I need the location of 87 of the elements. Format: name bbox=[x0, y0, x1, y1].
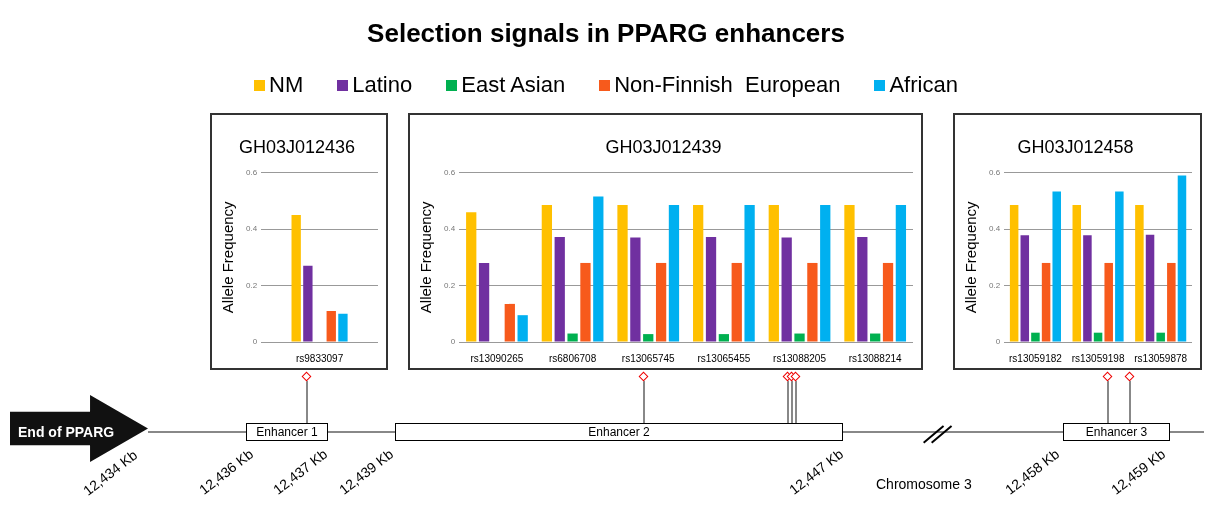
y-tick-label: 0 bbox=[450, 337, 456, 347]
y-tick-label: 0.4 bbox=[246, 224, 258, 234]
bar bbox=[478, 262, 490, 342]
bar bbox=[554, 236, 565, 342]
x-tick-label: rs13088214 bbox=[848, 352, 903, 364]
bar bbox=[1156, 332, 1165, 342]
chart-title: GH03J012458 bbox=[1017, 136, 1134, 157]
text: Enhancer 3 bbox=[1085, 425, 1148, 439]
text: Enhancer 1 bbox=[256, 425, 318, 439]
bar bbox=[1041, 262, 1051, 342]
bar bbox=[718, 334, 730, 342]
legend-label: Non-Finnish European bbox=[614, 72, 841, 98]
y-axis-title: Allele Frequency bbox=[417, 200, 435, 314]
bar bbox=[844, 205, 855, 342]
bar bbox=[593, 196, 604, 342]
text: Enhancer 2 bbox=[588, 425, 650, 439]
x-tick-label: rs13059198 bbox=[1071, 352, 1125, 364]
y-tick-label: 0.2 bbox=[989, 280, 1001, 290]
x-tick-label: rs9833097 bbox=[295, 352, 344, 364]
text: Chromosome 3 bbox=[876, 476, 972, 492]
x-tick-label: rs13065455 bbox=[697, 352, 751, 364]
bar bbox=[693, 205, 704, 342]
y-tick-label: 0.2 bbox=[444, 280, 456, 290]
y-tick-label: 0 bbox=[995, 337, 1001, 347]
bar bbox=[882, 262, 894, 342]
chart-title: GH03J012436 bbox=[238, 136, 356, 157]
text: End of PPARG bbox=[18, 424, 115, 440]
bar bbox=[291, 214, 301, 342]
bar bbox=[1052, 191, 1061, 342]
y-tick-label: 0.6 bbox=[989, 167, 1001, 177]
bar bbox=[870, 333, 881, 342]
bar bbox=[807, 262, 818, 342]
bar bbox=[1072, 205, 1082, 342]
bar bbox=[338, 313, 348, 342]
bar bbox=[1177, 175, 1187, 342]
bar bbox=[630, 237, 641, 342]
bar bbox=[731, 262, 742, 342]
legend-label: African bbox=[889, 72, 958, 98]
bar bbox=[1083, 235, 1092, 342]
bar bbox=[466, 212, 477, 342]
y-tick-label: 0 bbox=[252, 337, 258, 347]
legend-label: Latino bbox=[352, 72, 413, 98]
bar bbox=[504, 303, 515, 342]
x-tick-label: rs13059182 bbox=[1009, 352, 1063, 364]
bar bbox=[668, 205, 680, 342]
y-axis-title: Allele Frequency bbox=[962, 200, 980, 314]
bar bbox=[781, 237, 792, 342]
bar bbox=[1093, 332, 1103, 342]
x-tick-label: rs13059878 bbox=[1134, 352, 1188, 364]
bar bbox=[1145, 234, 1155, 342]
bar bbox=[857, 236, 868, 342]
bar bbox=[705, 236, 717, 342]
bar bbox=[655, 262, 667, 342]
y-tick-label: 0.6 bbox=[444, 167, 456, 177]
y-tick-label: 0.4 bbox=[989, 224, 1001, 234]
bar bbox=[580, 262, 591, 342]
y-tick-label: 0.6 bbox=[246, 167, 258, 177]
bar bbox=[1020, 235, 1030, 342]
y-tick-label: 0.4 bbox=[444, 224, 456, 234]
x-tick-label: rs13090265 bbox=[470, 352, 524, 364]
x-tick-label: rs6806708 bbox=[548, 352, 597, 364]
y-tick-label: 0.2 bbox=[246, 280, 258, 290]
bar bbox=[643, 334, 654, 342]
bar bbox=[517, 315, 528, 342]
bar bbox=[1031, 332, 1040, 342]
bar bbox=[617, 205, 628, 342]
bar bbox=[820, 205, 831, 342]
bar bbox=[1115, 191, 1124, 342]
text: Selection signals in PPARG enhancers bbox=[366, 18, 846, 49]
x-tick-label: rs13088205 bbox=[773, 352, 827, 364]
y-axis-title: Allele Frequency bbox=[219, 200, 237, 314]
bar bbox=[1135, 205, 1144, 342]
legend-label: East Asian bbox=[461, 72, 566, 98]
bar bbox=[1167, 262, 1176, 342]
bar bbox=[567, 333, 578, 342]
bar bbox=[541, 205, 553, 342]
bar bbox=[768, 205, 779, 342]
bar bbox=[744, 205, 755, 342]
bar bbox=[303, 265, 313, 342]
legend-label: NM bbox=[269, 72, 304, 98]
bar bbox=[895, 205, 907, 342]
bar bbox=[794, 333, 805, 342]
bar bbox=[1104, 262, 1113, 342]
x-tick-label: rs13065745 bbox=[621, 352, 676, 364]
chart-title: GH03J012439 bbox=[605, 136, 722, 157]
bar bbox=[1009, 205, 1019, 342]
bar bbox=[326, 310, 336, 342]
